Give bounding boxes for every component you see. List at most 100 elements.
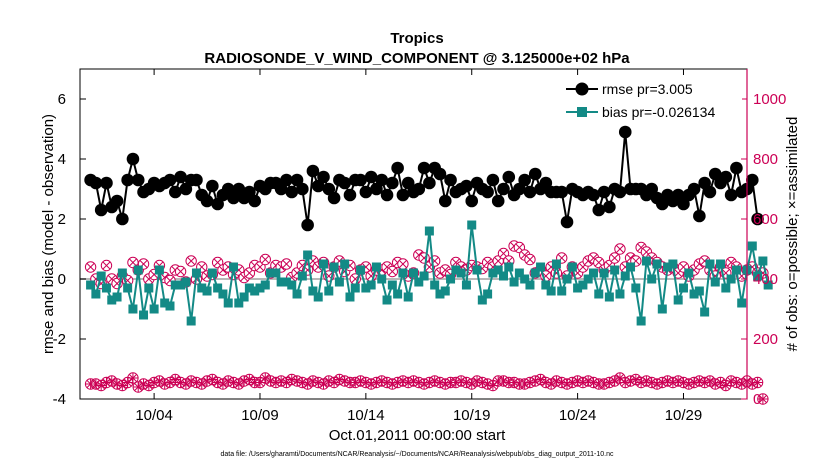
bias-point — [86, 280, 96, 290]
rmse-point — [206, 179, 219, 193]
bias-point — [731, 265, 741, 275]
bias-point — [181, 277, 191, 287]
bias-point — [578, 280, 588, 290]
obs-possible-stroke — [309, 257, 317, 265]
rmse-point — [306, 164, 320, 178]
bias-point — [165, 301, 175, 311]
bias-point — [615, 289, 625, 299]
obs-possible-stroke — [176, 267, 185, 276]
bias-point — [223, 298, 233, 308]
y2-tick-label: 0 — [753, 391, 761, 408]
bias-point — [440, 286, 450, 296]
bias-point — [371, 262, 381, 272]
bias-point — [536, 262, 546, 272]
obs-possible-stroke — [113, 279, 121, 288]
bias-point — [551, 259, 561, 269]
obs-possible-stroke — [234, 266, 243, 274]
bias-point — [498, 271, 508, 281]
bias-point — [710, 277, 720, 287]
rmse-point — [248, 194, 261, 208]
rmse-point — [317, 170, 330, 184]
obs-assimilated-point — [545, 378, 557, 390]
obs-assimilated-point — [757, 393, 769, 405]
rmse-point — [481, 185, 494, 199]
bias-point — [139, 310, 149, 320]
bias-point — [319, 259, 329, 269]
bias-point — [483, 289, 493, 299]
obs-assimilated-stroke — [208, 375, 217, 384]
obs-possible-stroke — [610, 254, 619, 262]
rmse-series — [84, 125, 764, 232]
bias-point — [329, 262, 339, 272]
obs-possible-point — [185, 255, 197, 267]
rmse-point — [597, 185, 611, 199]
obs-assimilated-stroke — [737, 380, 746, 388]
obs-assimilated-stroke — [107, 377, 116, 385]
obs-assimilated-stroke — [319, 380, 328, 388]
bias-point — [753, 271, 763, 281]
obs-possible-stroke — [282, 260, 291, 268]
obs-assimilated-stroke — [467, 380, 476, 388]
rmse-point — [555, 185, 569, 199]
obs-possible-point — [386, 265, 399, 278]
bias-point — [562, 274, 572, 284]
obs-possible-stroke — [414, 251, 423, 259]
bias-point — [700, 307, 710, 317]
obs-assimilated-stroke — [245, 375, 254, 384]
obs-possible-stroke — [642, 248, 651, 256]
bias-point — [599, 268, 609, 278]
obs-possible-stroke — [166, 276, 174, 285]
x-tick-label: 10/24 — [559, 407, 597, 424]
rmse-point — [89, 176, 103, 190]
y2-axis-ticks: 0 200 400 600 800 1000 — [741, 91, 786, 408]
bias-point — [361, 283, 371, 293]
bias-point — [504, 262, 514, 272]
rmse-point — [343, 188, 357, 202]
rmse-point — [486, 173, 500, 187]
rmse-point — [285, 185, 299, 199]
rmse-point — [491, 194, 505, 208]
rmse-point — [433, 167, 447, 181]
obs-possible-stroke — [399, 260, 407, 268]
rmse-point — [719, 170, 733, 184]
obs-assimilated-stroke — [758, 395, 767, 403]
bias-point — [308, 286, 318, 296]
obs-assimilated-stroke — [155, 377, 164, 385]
bias-point — [202, 286, 212, 296]
bias-point — [176, 280, 186, 290]
rmse-point — [327, 191, 341, 205]
bias-point — [287, 280, 297, 290]
bias-point — [313, 292, 323, 302]
obs-possible-stroke — [679, 263, 688, 271]
obs-possible-point — [280, 258, 293, 270]
obs-possible-point — [550, 267, 563, 279]
rmse-point — [523, 185, 537, 199]
obs-assimilated-stroke — [616, 374, 624, 382]
rmse-point — [560, 215, 574, 229]
bias-point — [588, 268, 598, 278]
obs-possible-stroke — [441, 266, 450, 274]
bias-point — [191, 268, 201, 278]
obs-possible-stroke — [451, 258, 460, 267]
bias-series — [86, 220, 773, 326]
rmse-point — [131, 173, 145, 187]
obs-assimilated-point — [127, 372, 139, 384]
bias-point — [297, 271, 307, 281]
bias-point — [303, 250, 313, 260]
rmse-point — [751, 212, 764, 226]
rmse-point — [693, 209, 706, 223]
obs-possible-stroke — [520, 251, 529, 259]
bias-point — [626, 262, 636, 272]
bias-point — [726, 274, 736, 284]
obs-assimilated-point — [608, 375, 621, 387]
obs-assimilated-stroke — [234, 380, 243, 388]
obs-assimilated-stroke — [261, 374, 270, 382]
rmse-point — [412, 182, 426, 196]
bias-point — [689, 289, 699, 299]
rmse-point — [423, 176, 436, 190]
rmse-point — [364, 170, 378, 184]
rmse-point — [301, 218, 314, 232]
bias-point — [276, 277, 286, 287]
bias-point — [96, 271, 106, 281]
